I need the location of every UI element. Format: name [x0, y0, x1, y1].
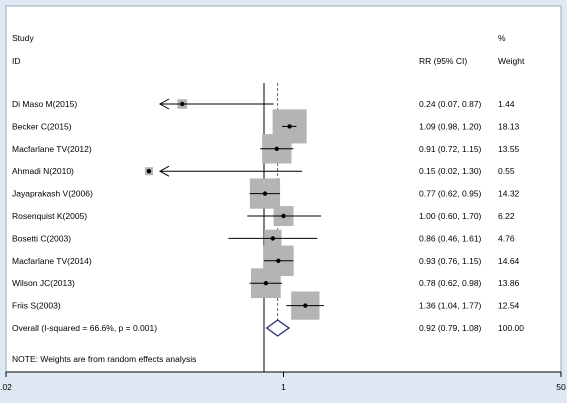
study-label: Rosenquist K(2005)	[12, 211, 87, 221]
footnote: NOTE: Weights are from random effects an…	[12, 354, 196, 364]
study-ci-text: 0.86 (0.46, 1.61)	[419, 233, 482, 243]
study-ci-text: 0.93 (0.76, 1.15)	[419, 256, 482, 266]
study-weight-text: 12.54	[498, 301, 520, 311]
study-row: Rosenquist K(2005) 1.00 (0.60, 1.70) 6.22	[12, 206, 515, 226]
study-row: Bosetti C(2003) 0.86 (0.46, 1.61) 4.76	[12, 229, 515, 248]
ci-arrow	[158, 98, 170, 110]
x-tick-label: 50	[556, 382, 566, 392]
study-row: Ahmadi N(2010) 0.15 (0.02, 1.30) 0.55	[12, 165, 515, 177]
study-row: Di Maso M(2015) 0.24 (0.07, 0.87) 1.44	[12, 98, 515, 110]
point-estimate	[262, 191, 268, 196]
study-label: Wilson JC(2013)	[12, 278, 75, 288]
study-weight-text: 0.55	[498, 166, 515, 176]
study-ci-text: 1.09 (0.98, 1.20)	[419, 121, 482, 131]
overall-diamond	[265, 319, 291, 337]
header-percent: %	[498, 33, 506, 43]
study-label: Becker C(2015)	[12, 121, 72, 131]
point-estimate	[263, 281, 269, 286]
study-weight-text: 18.13	[498, 121, 520, 131]
overall-label: Overall (I-squared = 66.6%, p = 0.001)	[12, 323, 157, 333]
study-row: Wilson JC(2013) 0.78 (0.62, 0.98) 13.86	[12, 268, 520, 299]
x-tick-label: .02	[0, 382, 12, 392]
study-ci-text: 0.77 (0.62, 0.95)	[419, 189, 482, 199]
ci-arrow	[158, 165, 170, 177]
point-estimate	[276, 258, 281, 263]
point-estimate	[270, 236, 276, 241]
study-weight-text: 1.44	[498, 99, 515, 109]
study-weight-text: 14.64	[498, 256, 520, 266]
overall-ci-text: 0.92 (0.79, 1.08)	[419, 323, 482, 333]
point-estimate	[303, 303, 308, 308]
study-label: Friis S(2003)	[12, 301, 61, 311]
header-effect: RR (95% CI)	[419, 56, 467, 66]
point-estimate	[146, 169, 152, 174]
header-id: ID	[12, 56, 21, 66]
study-row: Macfarlane TV(2012) 0.91 (0.72, 1.15) 13.5…	[12, 134, 520, 164]
axis-band	[6, 372, 561, 403]
study-weight-text: 13.55	[498, 144, 520, 154]
study-weight-text: 14.32	[498, 189, 520, 199]
overall-weight-text: 100.00	[498, 323, 524, 333]
study-weight-text: 4.76	[498, 233, 515, 243]
point-estimate	[287, 124, 292, 129]
study-ci-text: 0.24 (0.07, 0.87)	[419, 99, 482, 109]
x-tick-label: 1	[281, 382, 286, 392]
point-estimate	[180, 101, 185, 107]
study-ci-text: 1.36 (1.04, 1.77)	[419, 301, 482, 311]
header-weight: Weight	[498, 56, 525, 66]
study-ci-text: 0.91 (0.72, 1.15)	[419, 144, 482, 154]
overall-row: Overall (I-squared = 66.6%, p = 0.001) 0.…	[12, 319, 524, 337]
point-estimate	[274, 146, 280, 151]
study-label: Jayaprakash V(2006)	[12, 189, 93, 199]
study-ci-text: 0.78 (0.62, 0.98)	[419, 278, 482, 288]
study-label: Ahmadi N(2010)	[12, 166, 74, 176]
point-estimate	[281, 213, 286, 219]
study-label: Macfarlane TV(2014)	[12, 256, 92, 266]
study-label: Bosetti C(2003)	[12, 233, 71, 243]
plot-panel	[5, 5, 562, 373]
study-weight-text: 6.22	[498, 211, 515, 221]
study-ci-text: 0.15 (0.02, 1.30)	[419, 166, 482, 176]
study-row: Jayaprakash V(2006) 0.77 (0.62, 0.95) 14.3…	[12, 178, 520, 209]
study-label: Di Maso M(2015)	[12, 99, 77, 109]
study-weight-text: 13.86	[498, 278, 520, 288]
study-ci-text: 1.00 (0.60, 1.70)	[419, 211, 482, 221]
header-study: Study	[12, 33, 34, 43]
study-row: Friis S(2003) 1.36 (1.04, 1.77) 12.54	[12, 291, 520, 320]
study-label: Macfarlane TV(2012)	[12, 144, 92, 154]
